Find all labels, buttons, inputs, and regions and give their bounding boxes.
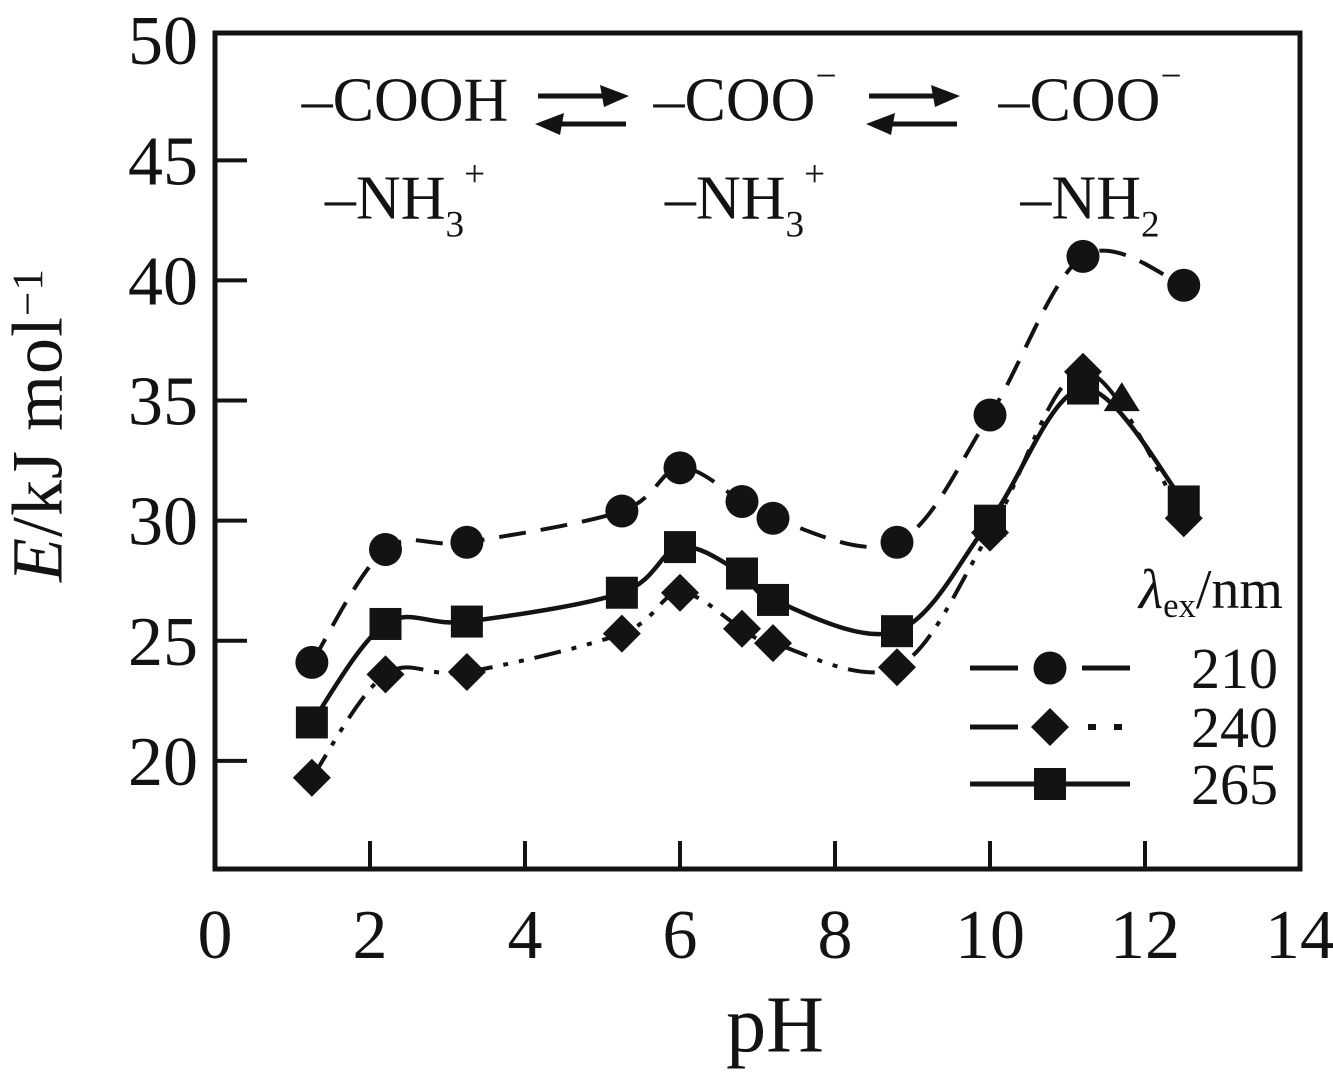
series-210-marker [369, 532, 402, 566]
series-210-marker [725, 484, 759, 518]
plot-frame [212, 30, 1303, 872]
x-tick-label: 8 [818, 897, 853, 974]
series-210-marker [880, 525, 914, 559]
series-265-marker [605, 576, 638, 609]
series-265-marker [1067, 372, 1099, 405]
annotation-group-zwitterion: –COO− –NH3+ [654, 40, 837, 262]
y-tick-label: 30 [128, 484, 198, 561]
x-tick-label: 14 [1265, 897, 1333, 974]
y-tick-label: 40 [128, 243, 198, 320]
series-265-marker [757, 583, 789, 616]
annotation-line: –COO− [998, 56, 1182, 135]
series-265-marker [1167, 485, 1200, 518]
forward-arrow-head [600, 85, 629, 107]
series-210-marker [1167, 268, 1201, 302]
x-tick-label: 6 [663, 897, 698, 974]
series-240-marker [292, 758, 331, 797]
series-240-marker [661, 573, 699, 612]
series-265-marker [450, 605, 483, 638]
reverse-arrow-head [535, 113, 564, 135]
y-tick-label: 25 [128, 604, 198, 681]
series-265-marker [295, 706, 328, 739]
series-240-marker [754, 624, 792, 663]
series-265-marker [726, 557, 758, 590]
x-axis-title: pH [726, 981, 824, 1070]
reverse-arrow-head [866, 113, 895, 135]
legend-swatch-solid-square [970, 768, 1130, 800]
legend-label: 265 [1191, 751, 1278, 817]
annotation-group-acid: –COOH –NH3+ [302, 40, 509, 262]
y-tick-label: 20 [128, 724, 198, 801]
x-tick-label: 4 [508, 897, 543, 974]
x-tick-label: 12 [1110, 897, 1180, 974]
y-tick-label: 45 [128, 123, 198, 200]
series-265-marker [974, 504, 1006, 537]
legend-entry-210: 210 [966, 636, 1278, 701]
legend-label: 240 [1191, 694, 1278, 760]
legend-marker-square [1034, 768, 1066, 800]
series-210-marker [973, 398, 1007, 432]
annotation-line: –COO− [653, 56, 837, 135]
series-240-marker [878, 648, 916, 687]
y-tick-label: 50 [128, 3, 198, 80]
legend-label: 210 [1191, 635, 1278, 701]
equilibrium-arrows [535, 85, 629, 135]
series-240-marker [447, 653, 486, 692]
legend-marker-diamond [1031, 708, 1069, 746]
y-tick-label: 35 [128, 364, 198, 441]
annotation-line: –NH3+ [664, 153, 826, 245]
legend-title: λex/nm [1138, 559, 1283, 625]
annotation-line: –NH2 [1020, 164, 1160, 245]
annotation-line: –NH3+ [324, 153, 486, 245]
annotation-line: –COOH [301, 66, 509, 135]
series-210-marker [295, 645, 329, 679]
series-210-line [310, 248, 1185, 664]
series-240-marker [366, 655, 405, 694]
series-210-marker [663, 451, 697, 485]
y-axis-title: E/kJ mol−1 [0, 268, 78, 582]
legend-swatch-dashed-circle [970, 651, 1130, 685]
series-240-marker [602, 614, 641, 653]
series-240-line [310, 369, 1186, 779]
forward-arrow-head [931, 85, 960, 107]
annotation-group-basic: –COO− –NH2 [999, 40, 1182, 262]
equilibrium-arrows [866, 85, 960, 135]
series-265-marker [881, 615, 913, 648]
series-210-marker [450, 525, 484, 559]
x-tick-label: 2 [353, 897, 388, 974]
series-265-marker [664, 531, 696, 564]
legend-marker-circle [1033, 651, 1067, 685]
series-210-marker [756, 501, 790, 535]
x-tick-label: 10 [955, 897, 1025, 974]
series-210-marker [1066, 239, 1100, 273]
series-210-marker [605, 494, 639, 528]
legend-entry-240: 240 [966, 695, 1278, 760]
x-tick-label: 0 [198, 897, 233, 974]
extra-triangle-up-marker [1103, 382, 1140, 412]
series-240-marker [723, 609, 761, 648]
legend-entry-265: 265 [966, 752, 1278, 817]
legend-swatch-dashdot-diamond [970, 708, 1122, 746]
series-265-marker [369, 607, 402, 640]
